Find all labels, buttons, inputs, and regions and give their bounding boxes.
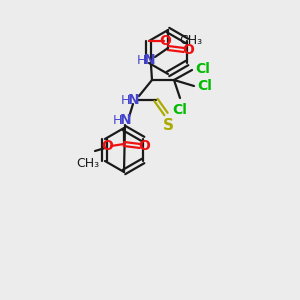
Text: O: O [182, 43, 194, 57]
Text: CH₃: CH₃ [179, 34, 202, 47]
Text: O: O [101, 139, 113, 153]
Text: O: O [159, 34, 171, 48]
Text: N: N [128, 93, 140, 107]
Text: Cl: Cl [195, 62, 210, 76]
Text: S: S [163, 118, 173, 133]
Text: CH₃: CH₃ [76, 157, 100, 170]
Text: Cl: Cl [197, 79, 212, 93]
Text: N: N [120, 113, 132, 127]
Text: N: N [144, 53, 156, 67]
Text: H: H [112, 113, 122, 127]
Text: O: O [138, 139, 150, 153]
Text: H: H [136, 53, 146, 67]
Text: Cl: Cl [172, 103, 188, 117]
Text: H: H [120, 94, 130, 106]
